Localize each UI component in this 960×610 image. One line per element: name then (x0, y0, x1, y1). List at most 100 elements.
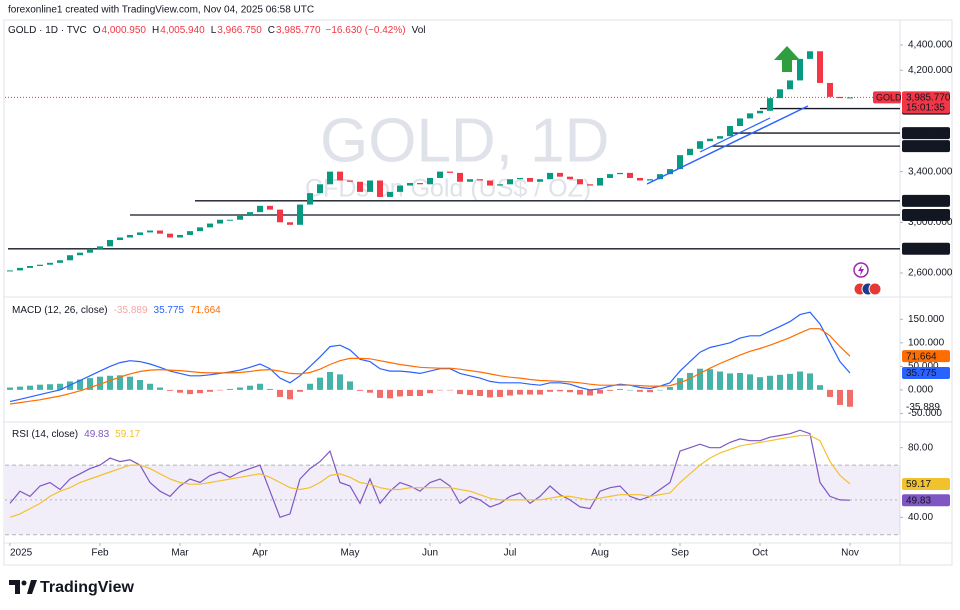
histogram-bar (57, 383, 63, 390)
candle-body (827, 82, 833, 97)
histogram-bar (477, 389, 483, 396)
histogram-bar (147, 383, 153, 390)
indicator-line (9, 429, 851, 519)
level-label-box (902, 242, 950, 255)
histogram-bar (757, 377, 763, 390)
candle-body (477, 179, 483, 181)
legend-value: 49.83 (84, 429, 109, 440)
histogram-bar (817, 385, 823, 390)
indicator-value-label: 59.17 (906, 479, 931, 490)
candle-body (517, 177, 523, 180)
histogram-bar (707, 369, 713, 390)
histogram-bar (557, 389, 563, 392)
candle-body (637, 177, 643, 181)
histogram-bar (437, 389, 443, 391)
last-price: 3,985.770 (906, 93, 951, 104)
histogram-bar (177, 389, 183, 393)
candle-body (127, 234, 133, 238)
candle-body (227, 219, 233, 221)
ohlc-value: 3,966.750 (217, 25, 262, 36)
candle-body (487, 180, 493, 186)
tradingview-logo: TradingView (9, 579, 135, 596)
indicator-title: RSI (14, close) (12, 429, 78, 440)
histogram-bar (257, 383, 263, 390)
x-tick-label: Jun (422, 548, 438, 559)
y-tick-label: 4,200.000 (908, 65, 953, 76)
histogram-bar (187, 389, 193, 395)
histogram-bar (137, 380, 143, 390)
candle-body (117, 237, 123, 241)
level-label-box (902, 209, 950, 222)
chart-layer: GOLD · 1D · TVC O4,000.950 H4,005.940 L3,96… (5, 25, 953, 559)
x-tick-label: Mar (171, 548, 189, 559)
x-tick-label: Sep (671, 548, 689, 559)
candle-body (207, 223, 213, 228)
histogram-bar (567, 389, 573, 393)
histogram-bar (587, 389, 593, 396)
candle-body (457, 172, 463, 182)
logo-mark (21, 580, 27, 586)
x-tick-label: Feb (91, 548, 109, 559)
indicator-value-label-box (902, 477, 950, 490)
histogram-bar (717, 371, 723, 390)
histogram-bar (127, 376, 133, 390)
trend-line (699, 117, 771, 153)
candle-body (757, 110, 763, 114)
histogram-bar (337, 374, 343, 390)
histogram-bar (7, 387, 13, 390)
candle-body (657, 174, 663, 180)
candle-body (747, 113, 753, 119)
candle-body (817, 51, 823, 83)
flag-icon[interactable] (868, 282, 882, 296)
histogram-bar (517, 389, 523, 395)
caption: forexonline1 created with TradingView.co… (8, 5, 314, 16)
histogram-bar (797, 371, 803, 390)
x-tick-label: May (341, 548, 360, 559)
candle-body (587, 184, 593, 186)
level-label: 3,601.421 (906, 141, 951, 152)
watermark-subtitle: CFDs on Gold (US$ / OZ) (305, 175, 591, 203)
x-tick-label: Aug (591, 548, 609, 559)
histogram-bar (837, 389, 843, 405)
candle-body (197, 227, 203, 232)
change: −16.630 (−0.42%) (326, 25, 406, 36)
histogram-bar (307, 383, 313, 390)
candle-body (87, 248, 93, 253)
histogram-bar (777, 374, 783, 390)
candle-body (767, 98, 773, 111)
candle-body (537, 179, 543, 182)
legend-value: 35.775 (154, 305, 185, 316)
candle-body (627, 172, 633, 178)
up-arrow (774, 46, 800, 72)
candle-body (177, 234, 183, 238)
histogram-bar (357, 389, 363, 391)
level-label: 3,169.383 (906, 196, 951, 207)
candle-body (367, 180, 373, 192)
candle-body (147, 230, 153, 233)
histogram-bar (767, 375, 773, 390)
y-tick-label: 50.000 (908, 361, 939, 372)
histogram-bar (17, 386, 23, 390)
histogram-bar (47, 384, 53, 390)
y-tick-label: 3,400.000 (908, 166, 953, 177)
candle-body (407, 183, 413, 186)
candle-body (97, 246, 103, 249)
histogram-bar (167, 389, 173, 391)
level-label: 3,057.510 (906, 210, 951, 221)
symbol-tag: GOLD (876, 92, 902, 102)
x-tick-label: Apr (252, 548, 268, 559)
histogram-bar (467, 389, 473, 396)
candle-body (687, 148, 693, 156)
indicator-value-label: 35.775 (906, 368, 937, 379)
logo-mark (27, 580, 37, 594)
candle-body (607, 174, 613, 178)
histogram-bar (807, 373, 813, 390)
histogram-bar (27, 385, 33, 390)
indicator-line (9, 434, 851, 518)
level-label: 2,790.769 (906, 244, 951, 255)
candle-body (307, 193, 313, 205)
indicator-value-label: 71.664 (906, 351, 937, 362)
histogram-bar (427, 389, 433, 394)
ohlc-value: 4,005.940 (160, 25, 205, 36)
